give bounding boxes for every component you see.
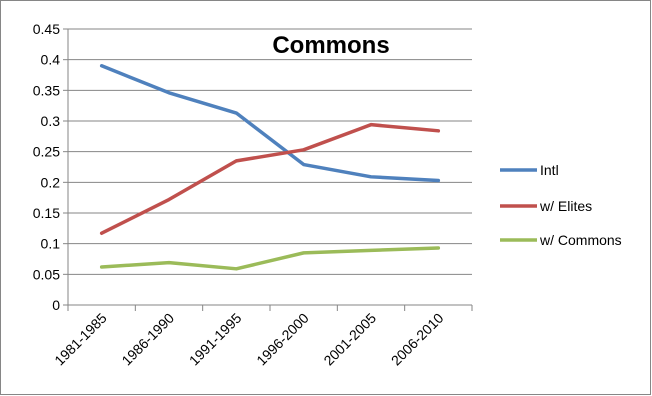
x-axis-ticks: 1981-1985 1986-1990 1991-1995 1996-2000 2001… <box>51 305 473 369</box>
series-line-1 <box>99 122 441 235</box>
y-tick-label: 0.25 <box>33 144 60 160</box>
x-tick-label: 1996-2000 <box>253 310 312 369</box>
y-tick-label: 0.1 <box>41 236 61 252</box>
x-tick-label: 2001-2005 <box>320 310 379 369</box>
y-tick-label: 0.35 <box>33 82 60 98</box>
x-tick-label: 1991-1995 <box>186 310 245 369</box>
y-tick-label: 0.45 <box>33 21 60 37</box>
series-line-2 <box>99 246 441 271</box>
x-tick-label: 1986-1990 <box>118 310 177 369</box>
series-line-0 <box>99 64 441 183</box>
x-tick-label: 2006-2010 <box>388 310 447 369</box>
y-tick-label: 0.2 <box>41 174 61 190</box>
legend-label: Intl <box>540 162 559 178</box>
x-tick-label: 1981-1985 <box>51 310 110 369</box>
series-lines <box>99 64 441 271</box>
gridlines <box>68 28 472 275</box>
y-tick-label: 0 <box>52 297 60 313</box>
y-axis-ticks: 0 0.05 0.1 0.15 0.2 0.25 0.3 0.35 0.4 0.45 <box>33 21 68 313</box>
y-tick-label: 0.4 <box>41 52 61 68</box>
legend-label: w/ Commons <box>539 232 622 248</box>
y-tick-label: 0.15 <box>33 205 60 221</box>
y-tick-label: 0.05 <box>33 266 60 282</box>
legend-label: w/ Elites <box>539 198 592 214</box>
legend: Intl w/ Elites w/ Commons <box>500 162 622 248</box>
y-tick-label: 0.3 <box>41 113 61 129</box>
chart-title: Commons <box>272 32 389 59</box>
